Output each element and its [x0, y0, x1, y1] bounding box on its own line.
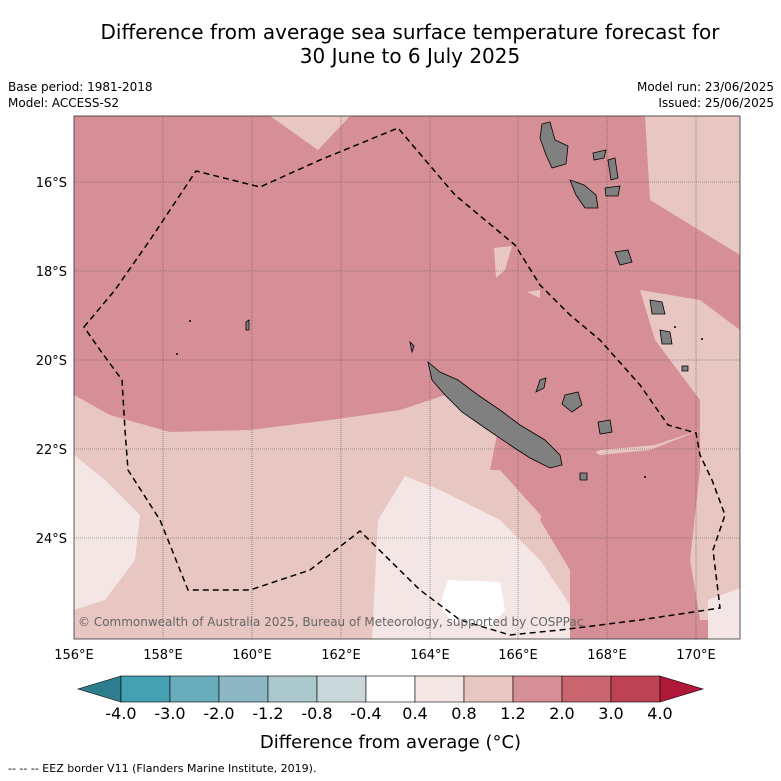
- lat-tick-16: 16°S: [36, 176, 67, 191]
- colorbar-tick-label: 1.2: [500, 704, 526, 723]
- issued-date: Issued: 25/06/2025: [658, 96, 774, 110]
- colorbar-segment: [463, 675, 514, 703]
- colorbar-tick-label: 2.0: [549, 704, 575, 723]
- lon-tick-164: 164°E: [410, 648, 450, 663]
- colorbar-segment: [512, 675, 563, 703]
- colorbar-extend-high: [659, 675, 705, 703]
- base-period: Base period: 1981-2018: [8, 80, 153, 94]
- anomaly-band-0-4-0-8-east: [708, 588, 740, 639]
- colorbar-segment: [561, 675, 612, 703]
- colorbar-tick-label: -0.8: [301, 704, 333, 723]
- lon-tick-166: 166°E: [498, 648, 538, 663]
- map-area: © Commonwealth of Australia 2025, Bureau…: [74, 116, 740, 639]
- colorbar-segment: [414, 675, 465, 703]
- colorbar-extend-low: [76, 675, 122, 703]
- lon-tick-158: 158°E: [143, 648, 183, 663]
- colorbar-segment: [169, 675, 220, 703]
- land-vanuatu-erromango: [649, 299, 666, 315]
- colorbar-segment: [218, 675, 269, 703]
- chart-title-line2: 30 June to 6 July 2025: [299, 44, 521, 68]
- anomaly-band-0-4-0-8-west: [74, 455, 140, 610]
- colorbar-tick-label: 0.8: [451, 704, 477, 723]
- gridlines: [74, 116, 740, 639]
- land-belep: [409, 340, 415, 354]
- colorbar-tick-label: -2.0: [203, 704, 235, 723]
- colorbar-title: Difference from average (°C): [259, 732, 522, 753]
- land-vanuatu-tanna: [659, 329, 673, 345]
- lat-tick-20: 20°S: [36, 354, 67, 369]
- anomaly-band-1-2-2-0-east: [490, 420, 740, 639]
- colorbar-tick-label: 3.0: [598, 704, 624, 723]
- model-run: Model run: 23/06/2025: [636, 80, 774, 94]
- land-small-dot-1: [189, 320, 191, 322]
- lat-tick-labels: 16°S 18°S 20°S 22°S 24°S: [36, 176, 67, 547]
- colorbar-segment: [267, 675, 318, 703]
- land-vanuatu-aneityum: [681, 365, 689, 372]
- land-vanuatu-pentecost: [592, 149, 607, 161]
- land-vanuatu-maewo: [607, 157, 619, 181]
- lon-tick-168: 168°E: [587, 648, 627, 663]
- lon-tick-160: 160°E: [232, 648, 272, 663]
- land-vanuatu-espiritu-santo: [539, 121, 569, 169]
- chart-title-line1: Difference from average sea surface temp…: [100, 20, 720, 44]
- lon-tick-labels: 156°E 158°E 160°E 162°E 164°E 166°E 168°…: [54, 648, 716, 663]
- colorbar-tick-label: 4.0: [647, 704, 673, 723]
- lon-tick-170: 170°E: [676, 648, 716, 663]
- anomaly-patch-small-2: [527, 290, 540, 298]
- land-small-islet: [245, 319, 250, 331]
- land-small-dot-5: [674, 326, 676, 328]
- copyright-text: © Commonwealth of Australia 2025, Bureau…: [78, 615, 583, 629]
- colorbar-tick-label: -3.0: [154, 704, 186, 723]
- map-frame: [73, 115, 741, 640]
- lon-tick-156: 156°E: [54, 648, 94, 663]
- land-new-caledonia: [427, 360, 563, 469]
- anomaly-patch-small-1: [494, 246, 512, 278]
- eez-border: [83, 127, 726, 636]
- colorbar-segment: [610, 675, 661, 703]
- lat-tick-24: 24°S: [36, 532, 67, 547]
- lat-tick-18: 18°S: [36, 265, 67, 280]
- eez-footnote: -- -- -- EEZ border V11 (Flanders Marine…: [8, 762, 317, 775]
- land-loyalty-ouvea: [535, 377, 547, 393]
- lon-tick-162: 162°E: [321, 648, 361, 663]
- anomaly-band-neutral: [440, 580, 505, 628]
- colorbar-tick-label: -4.0: [105, 704, 137, 723]
- land-loyalty-mare: [597, 419, 613, 435]
- land-small-dot-3: [644, 476, 646, 478]
- land-isle-of-pines: [579, 472, 588, 481]
- colorbar-tick-label: 0.4: [402, 704, 428, 723]
- land-vanuatu-ambrym: [604, 185, 621, 197]
- land-loyalty-lifou: [561, 391, 583, 413]
- colorbar-tick-label: -0.4: [350, 704, 382, 723]
- colorbar: [76, 675, 705, 703]
- land-small-dot-2: [176, 353, 178, 355]
- lat-tick-22: 22°S: [36, 443, 67, 458]
- anomaly-band-0-4-0-8-south: [372, 476, 570, 639]
- land-vanuatu-malekula: [569, 179, 599, 209]
- land-small-dot-4: [701, 338, 703, 340]
- colorbar-segment: [316, 675, 367, 703]
- land-vanuatu-efate: [614, 249, 633, 266]
- colorbar-tick-label: -1.2: [252, 704, 284, 723]
- colorbar-segment: [365, 675, 416, 703]
- colorbar-segment: [120, 675, 171, 703]
- model-name: Model: ACCESS-S2: [8, 96, 120, 110]
